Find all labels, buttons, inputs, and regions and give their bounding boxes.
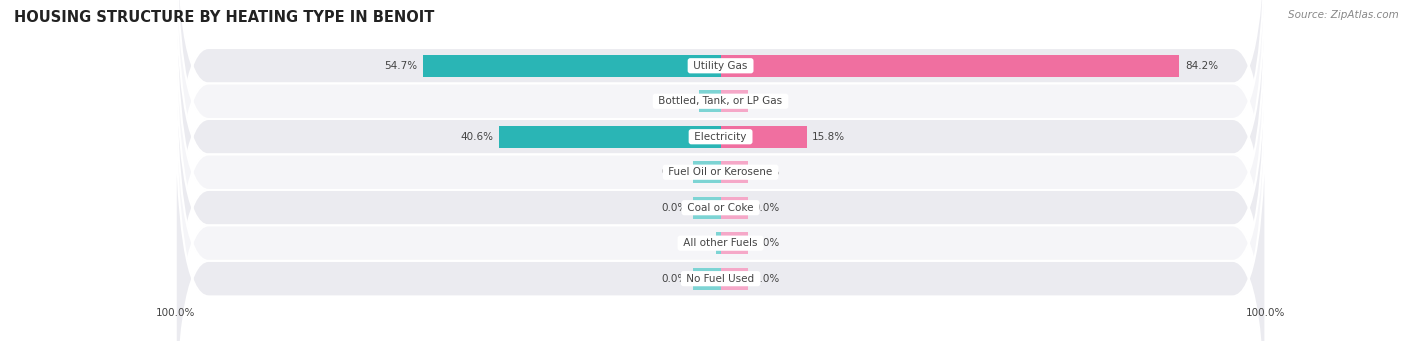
Text: Electricity: Electricity xyxy=(692,132,749,142)
Bar xyxy=(721,161,748,183)
Text: 84.2%: 84.2% xyxy=(1185,61,1218,71)
Text: Coal or Coke: Coal or Coke xyxy=(685,203,756,213)
Bar xyxy=(721,197,748,219)
Text: 0.0%: 0.0% xyxy=(754,273,779,284)
Bar xyxy=(693,268,721,290)
Text: 0.0%: 0.0% xyxy=(754,96,779,106)
Bar xyxy=(699,90,721,112)
Bar xyxy=(721,268,748,290)
Text: 0.0%: 0.0% xyxy=(662,273,688,284)
Bar xyxy=(721,126,807,148)
FancyBboxPatch shape xyxy=(176,0,1265,261)
Bar xyxy=(716,232,721,254)
Text: 0.0%: 0.0% xyxy=(662,167,688,177)
Text: HOUSING STRUCTURE BY HEATING TYPE IN BENOIT: HOUSING STRUCTURE BY HEATING TYPE IN BEN… xyxy=(14,10,434,25)
Bar xyxy=(693,197,721,219)
Text: 0.78%: 0.78% xyxy=(678,238,711,248)
Bar xyxy=(721,90,748,112)
Text: Source: ZipAtlas.com: Source: ZipAtlas.com xyxy=(1288,10,1399,20)
FancyBboxPatch shape xyxy=(176,0,1265,296)
Bar xyxy=(721,55,1180,77)
Text: 15.8%: 15.8% xyxy=(813,132,845,142)
Text: 0.0%: 0.0% xyxy=(754,203,779,213)
Text: 40.6%: 40.6% xyxy=(461,132,494,142)
Bar xyxy=(721,232,748,254)
FancyBboxPatch shape xyxy=(176,48,1265,341)
FancyBboxPatch shape xyxy=(176,13,1265,341)
Bar xyxy=(423,55,721,77)
Text: 0.0%: 0.0% xyxy=(662,203,688,213)
Text: No Fuel Used: No Fuel Used xyxy=(683,273,758,284)
Text: Utility Gas: Utility Gas xyxy=(690,61,751,71)
Bar xyxy=(693,161,721,183)
Bar xyxy=(499,126,721,148)
Text: All other Fuels: All other Fuels xyxy=(681,238,761,248)
FancyBboxPatch shape xyxy=(176,84,1265,341)
FancyBboxPatch shape xyxy=(176,0,1265,332)
Text: 0.0%: 0.0% xyxy=(754,238,779,248)
Text: 3.9%: 3.9% xyxy=(668,96,695,106)
Text: 54.7%: 54.7% xyxy=(384,61,418,71)
Text: 0.0%: 0.0% xyxy=(754,167,779,177)
FancyBboxPatch shape xyxy=(176,0,1265,341)
Text: Fuel Oil or Kerosene: Fuel Oil or Kerosene xyxy=(665,167,776,177)
Text: Bottled, Tank, or LP Gas: Bottled, Tank, or LP Gas xyxy=(655,96,786,106)
